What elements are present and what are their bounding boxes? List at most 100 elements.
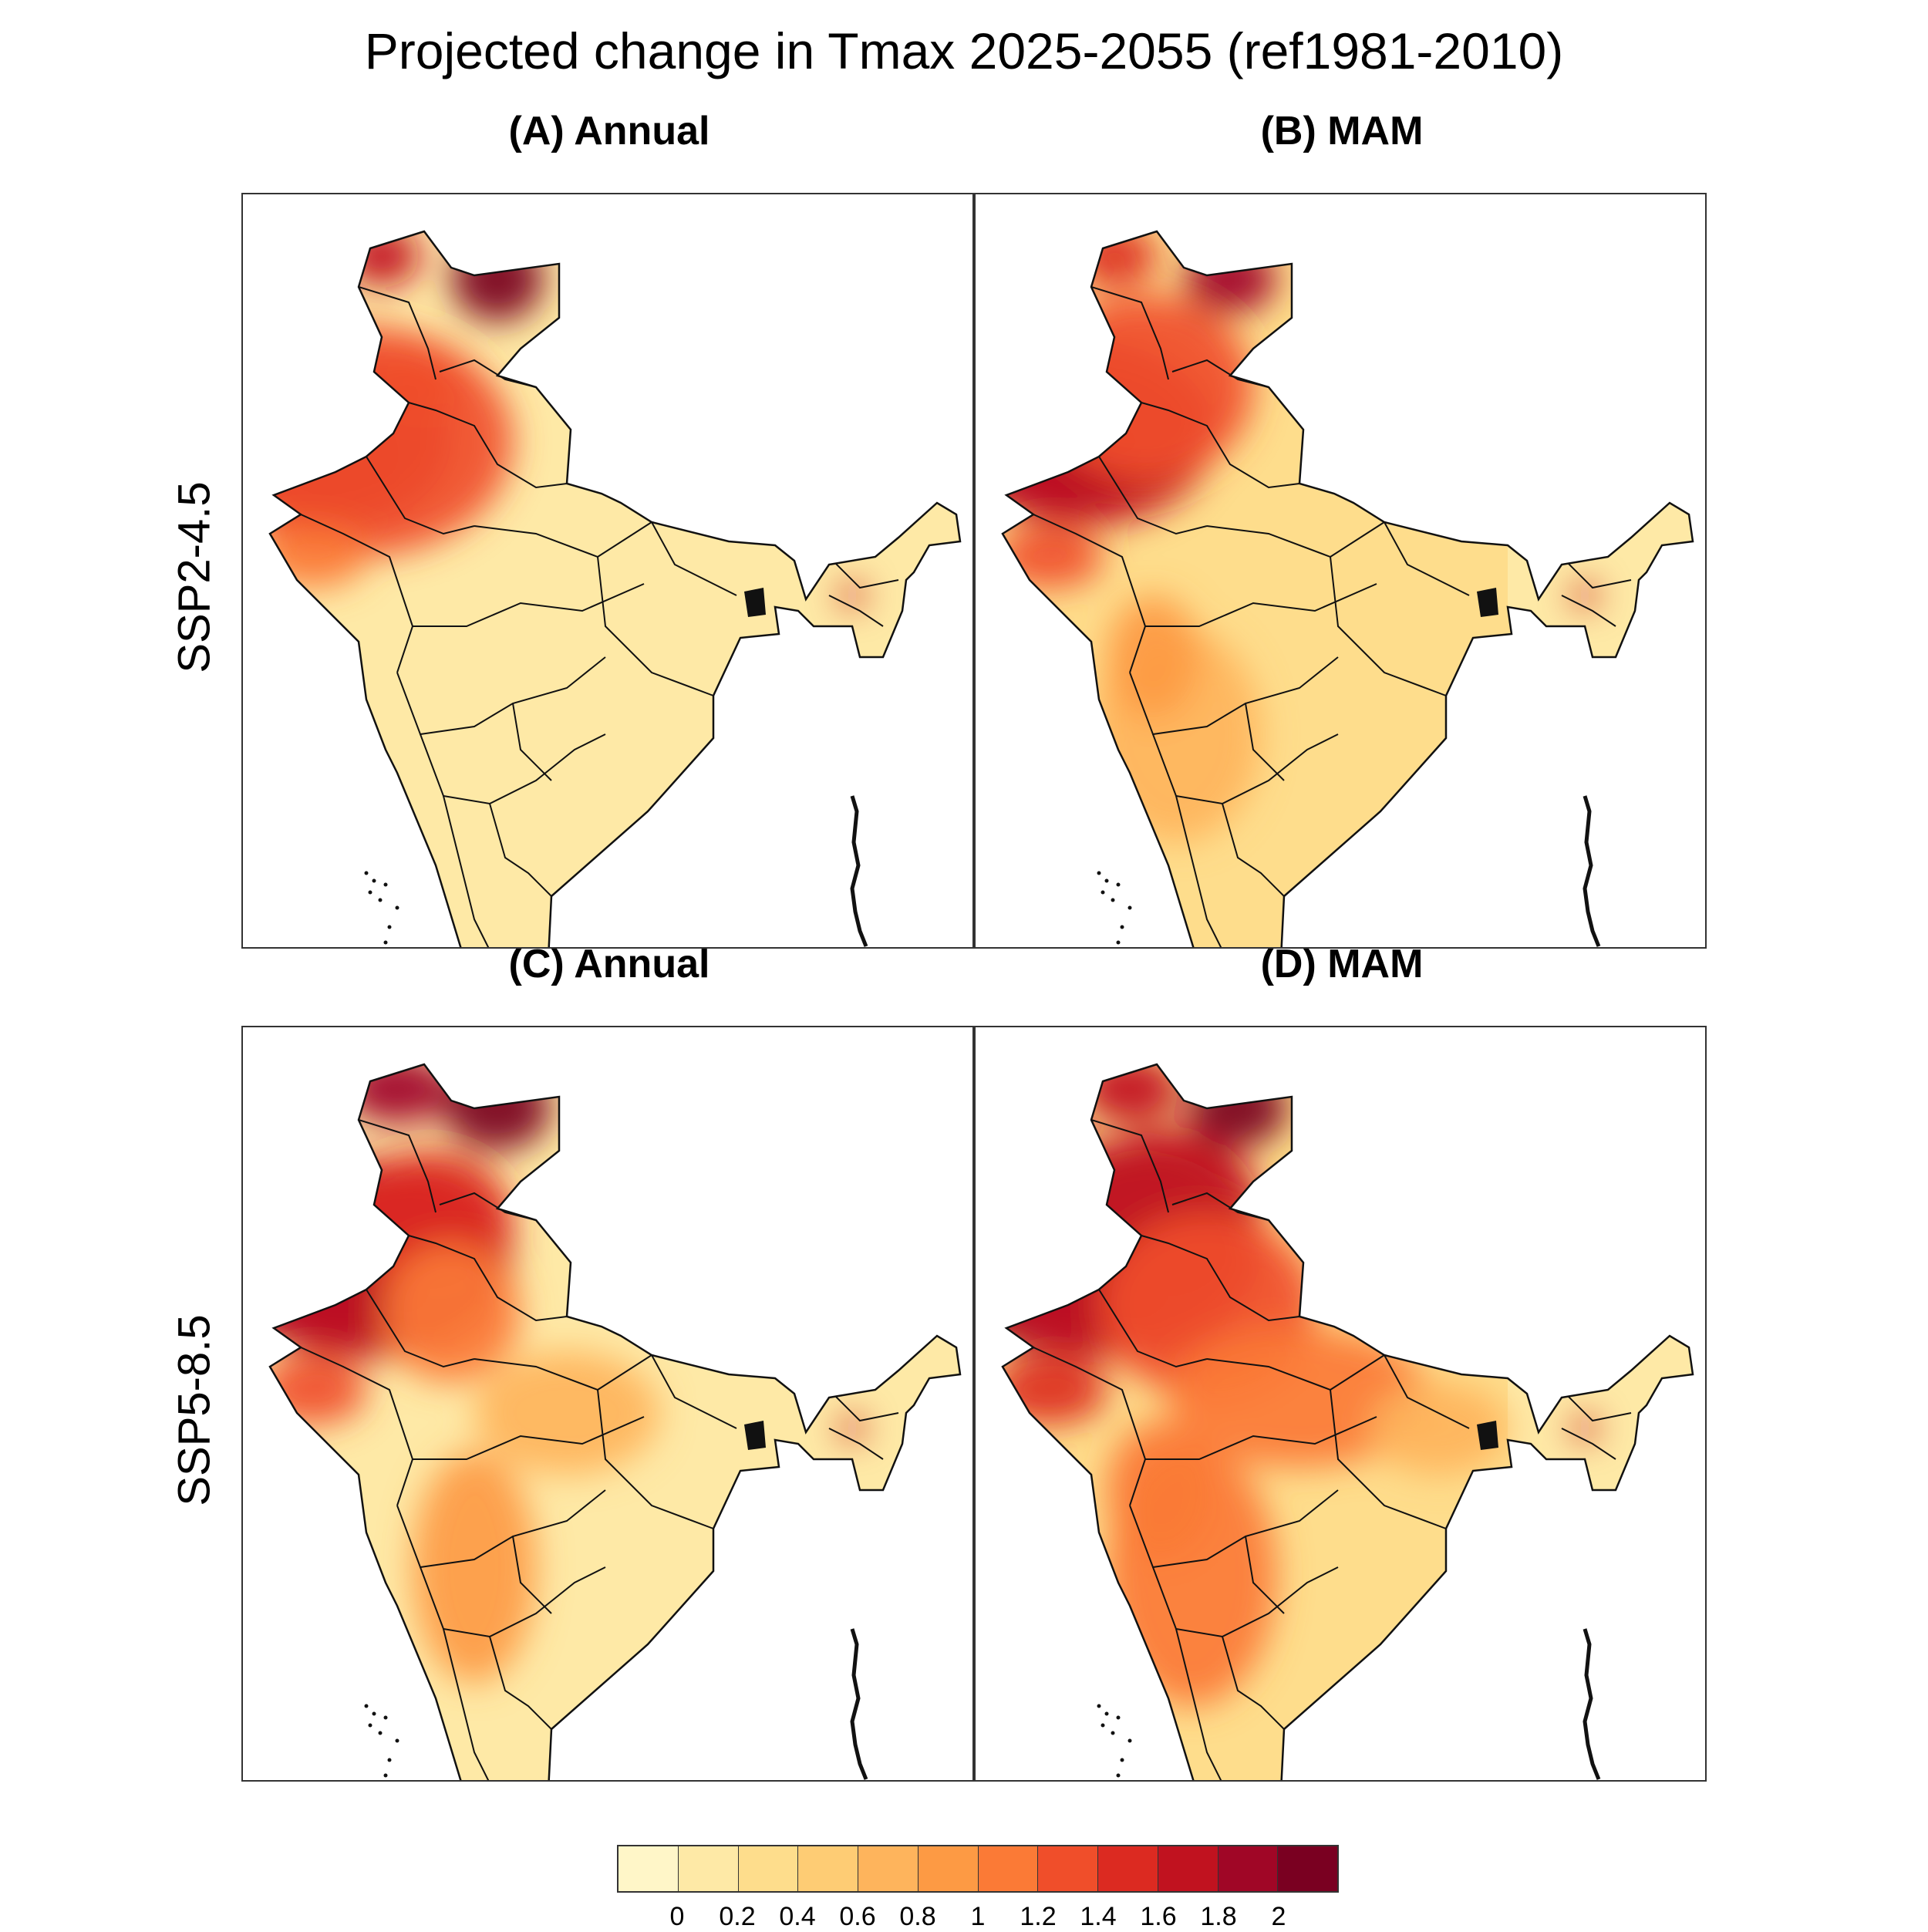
- warming-hotspot: [270, 526, 366, 588]
- colorbar-tick-label: 0.2: [719, 1902, 756, 1931]
- warming-hotspot: [413, 1452, 536, 1683]
- delta-patch: [1477, 1421, 1498, 1450]
- colorbar-swatch: [978, 1846, 1039, 1891]
- state-boundary: [1152, 1566, 1339, 1638]
- colorbar-tick-label: 0.6: [839, 1902, 876, 1931]
- warming-hotspot: [1369, 1382, 1508, 1475]
- warming-hotspot: [1188, 1070, 1288, 1147]
- state-boundary: [828, 595, 884, 627]
- state-boundary: [1033, 1347, 1147, 1506]
- colorbar-tick-label: 0.4: [779, 1902, 816, 1931]
- warming-hotspot: [1037, 295, 1253, 480]
- colorbar-tick-label: 1.8: [1200, 1902, 1237, 1931]
- state-boundary: [474, 521, 652, 558]
- island-lakshadweep: [364, 1704, 369, 1708]
- state-boundary: [1175, 795, 1231, 947]
- state-boundary: [1561, 1428, 1616, 1460]
- state-boundary: [366, 456, 475, 535]
- india-map: [1001, 230, 1694, 947]
- state-boundary: [300, 1347, 414, 1506]
- state-boundary: [396, 656, 606, 736]
- state-boundary: [1152, 733, 1339, 805]
- state-boundary: [651, 1354, 737, 1429]
- state-boundary: [489, 803, 552, 897]
- island-lakshadweep: [1101, 890, 1105, 895]
- colorbar-tick-label: 1.2: [1020, 1902, 1057, 1931]
- state-boundary: [1245, 703, 1285, 781]
- island-lakshadweep: [395, 1738, 399, 1743]
- colorbar-tick-label: 1.4: [1080, 1902, 1117, 1931]
- state-boundary: [1175, 1628, 1231, 1780]
- warming-hotspot: [270, 1355, 366, 1425]
- state-boundary: [828, 1428, 884, 1460]
- island-lakshadweep: [1104, 878, 1109, 883]
- state-boundary: [1098, 1289, 1208, 1368]
- state-boundary: [651, 521, 737, 596]
- colorbar-tick-label: 2: [1271, 1902, 1286, 1931]
- island-lakshadweep: [383, 1715, 388, 1720]
- colorbar-swatch: [1038, 1846, 1098, 1891]
- warming-hotspot: [841, 1417, 864, 1440]
- island-lakshadweep: [1097, 1704, 1101, 1708]
- warming-hotspot: [1184, 244, 1276, 314]
- figure-title: Projected change in Tmax 2025-2055 (ref1…: [364, 22, 1564, 79]
- colorbar-swatch: [798, 1846, 858, 1891]
- colorbar-swatch: [678, 1846, 739, 1891]
- colorbar-tick-label: 1.6: [1140, 1902, 1177, 1931]
- colorbar-swatch: [918, 1846, 979, 1891]
- state-boundary: [366, 1289, 475, 1368]
- island-andaman-nicobar: [1583, 1628, 1601, 1780]
- state-boundary: [1098, 456, 1208, 535]
- island-lakshadweep: [1116, 1715, 1121, 1720]
- state-boundary: [1206, 1354, 1385, 1391]
- warming-hotspot: [343, 231, 420, 287]
- state-boundary: [1141, 402, 1300, 489]
- state-boundary: [1129, 656, 1339, 736]
- map-panel-d: [974, 1026, 1707, 1782]
- island-lakshadweep: [383, 940, 388, 945]
- colorbar-tick-label: 1: [970, 1902, 986, 1931]
- island-lakshadweep: [387, 925, 392, 929]
- island-lakshadweep: [1127, 905, 1132, 910]
- state-boundary: [1090, 1119, 1169, 1213]
- state-boundary: [1090, 286, 1169, 380]
- state-boundary: [408, 402, 568, 489]
- island-lakshadweep: [383, 1773, 388, 1778]
- colorbar-swatch: [738, 1846, 799, 1891]
- island-lakshadweep: [1111, 898, 1115, 902]
- colorbar-tick-label: 0: [669, 1902, 685, 1931]
- island-lakshadweep: [1116, 1773, 1121, 1778]
- colorbar-swatch: [1158, 1846, 1218, 1891]
- warming-hotspot: [1003, 526, 1103, 588]
- state-boundary: [1206, 521, 1385, 558]
- country-outline: [268, 230, 962, 947]
- warming-hotspot: [451, 237, 544, 322]
- panel-title-d: (D) MAM: [1260, 942, 1424, 986]
- country-outline: [268, 1063, 962, 1780]
- colorbar-swatch: [619, 1846, 679, 1891]
- island-lakshadweep: [1097, 871, 1101, 875]
- state-boundary: [597, 556, 714, 696]
- state-boundary: [1384, 521, 1470, 596]
- state-boundary: [474, 1354, 652, 1391]
- island-lakshadweep: [1116, 940, 1121, 945]
- state-boundary: [443, 1628, 498, 1780]
- warming-hotspot: [382, 1243, 521, 1382]
- island-lakshadweep: [387, 1758, 392, 1762]
- warming-hotspot: [343, 1064, 451, 1124]
- island-andaman-nicobar: [850, 1628, 868, 1780]
- map-panel-a: [241, 193, 974, 949]
- panel-title-a: (A) Annual: [508, 109, 710, 153]
- island-lakshadweep: [372, 878, 376, 883]
- state-boundary: [408, 1235, 568, 1322]
- state-boundary: [443, 795, 498, 947]
- state-boundary: [512, 1536, 552, 1614]
- row-label-ssp245: SSP2-4.5: [169, 481, 220, 673]
- northeast-region-fill: [775, 1336, 960, 1490]
- delta-patch: [1477, 588, 1498, 617]
- panel-title-b: (B) MAM: [1260, 109, 1424, 153]
- warming-hotspot: [1080, 1064, 1180, 1124]
- state-boundary: [1222, 803, 1285, 897]
- colorbar-swatch: [1278, 1846, 1337, 1891]
- island-lakshadweep: [1116, 882, 1121, 887]
